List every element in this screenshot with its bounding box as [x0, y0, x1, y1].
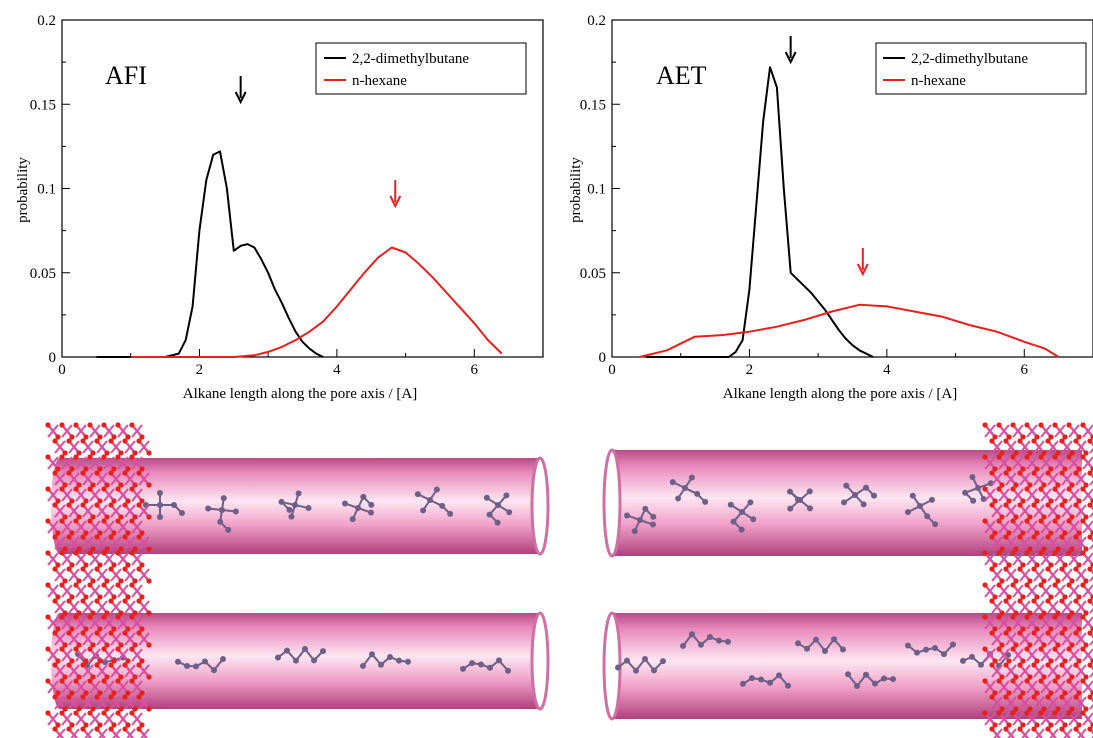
chart-panel-afi: 0 2 4 6 0 0.05 0.1 0.15 0.2 AFI 2,2-dimethylbuta…	[15, 13, 544, 402]
plot-area-afi: 0 2 4 6 0 0.05 0.1 0.15 0.2	[30, 13, 544, 378]
aet-framework-structure	[982, 422, 1093, 738]
molecule	[727, 499, 757, 533]
molecule	[680, 631, 731, 649]
molecule	[414, 486, 454, 517]
molecule	[143, 490, 185, 520]
y-tick-label: 0.15	[580, 97, 606, 113]
molecule	[275, 646, 326, 664]
molecule	[460, 657, 511, 674]
molecule	[360, 651, 411, 669]
x-axis-title-afi: Alkane length along the pore axis / [A]	[183, 386, 418, 402]
molecule	[624, 505, 657, 535]
y-tick-label: 0	[49, 350, 57, 366]
x-tick-label: 0	[608, 362, 616, 378]
y-tick-label: 0.05	[580, 266, 606, 282]
series-line-n-hexane	[639, 303, 1060, 358]
legend-label-aet-nhexane: n-hexane	[911, 73, 966, 89]
x-tick-label: 6	[471, 362, 479, 378]
y-tick-label: 0.1	[587, 182, 606, 198]
series-line-n-hexane	[130, 246, 503, 358]
legend-afi: 2,2-dimethylbutane n-hexane	[315, 42, 527, 95]
molecule	[795, 636, 846, 654]
legend-label-afi-nhexane: n-hexane	[352, 73, 407, 89]
molecule	[841, 482, 878, 508]
x-tick-label: 4	[883, 362, 891, 378]
y-tick-label: 0.15	[30, 97, 56, 113]
mean-length-arrow	[234, 76, 247, 105]
y-tick-label: 0.2	[587, 13, 606, 29]
molecule	[278, 490, 312, 520]
legend-box-aet	[875, 42, 1087, 95]
aet-pore-dimethylbutane	[602, 448, 1082, 558]
molecule	[342, 493, 375, 523]
y-tick-label: 0.1	[37, 182, 56, 198]
x-tick-label: 0	[58, 362, 66, 378]
panel-title-aet: AET	[656, 61, 707, 90]
molecule	[483, 492, 513, 526]
molecule	[962, 473, 994, 504]
molecule	[615, 656, 666, 674]
molecule	[740, 672, 791, 689]
y-tick-label: 0	[599, 350, 607, 366]
panel-title-afi: AFI	[105, 61, 147, 90]
molecule	[669, 474, 709, 505]
plot-area-aet: 0 2 4 6 0 0.05 0.1 0.15 0.2	[580, 13, 1093, 378]
molecule	[905, 641, 956, 658]
x-tick-label: 2	[196, 362, 204, 378]
y-tick-label: 0.2	[37, 13, 56, 29]
pore-illustrations	[45, 422, 1093, 738]
series-line-dimethylbutane	[646, 66, 874, 358]
molecule	[175, 656, 226, 674]
y-axis-title-afi: probability	[15, 157, 31, 223]
molecule	[904, 492, 939, 528]
x-axis-title-aet: Alkane length along the pore axis / [A]	[723, 386, 958, 402]
y-axis-title-aet: probability	[568, 157, 584, 223]
legend-label-afi-dimethylbutane: 2,2-dimethylbutane	[352, 51, 469, 67]
legend-box-afi	[315, 42, 527, 95]
legend-aet: 2,2-dimethylbutane n-hexane	[875, 42, 1087, 95]
x-tick-label: 2	[746, 362, 754, 378]
mean-length-arrow	[784, 36, 797, 65]
y-tick-label: 0.05	[30, 266, 56, 282]
molecule	[205, 495, 239, 533]
molecule	[787, 488, 814, 512]
molecule	[845, 671, 896, 689]
series-line-dimethylbutane	[96, 150, 324, 358]
afi-framework-structure	[45, 422, 152, 738]
x-tick-label: 6	[1021, 362, 1029, 378]
chart-panel-aet: 0 2 4 6 0 0.05 0.1 0.15 0.2 AET 2,2-dimethylbuta…	[568, 13, 1093, 402]
mean-length-arrow	[389, 180, 402, 209]
legend-label-aet-dimethylbutane: 2,2-dimethylbutane	[911, 51, 1028, 67]
mean-length-arrow	[856, 248, 869, 277]
x-tick-label: 4	[333, 362, 341, 378]
